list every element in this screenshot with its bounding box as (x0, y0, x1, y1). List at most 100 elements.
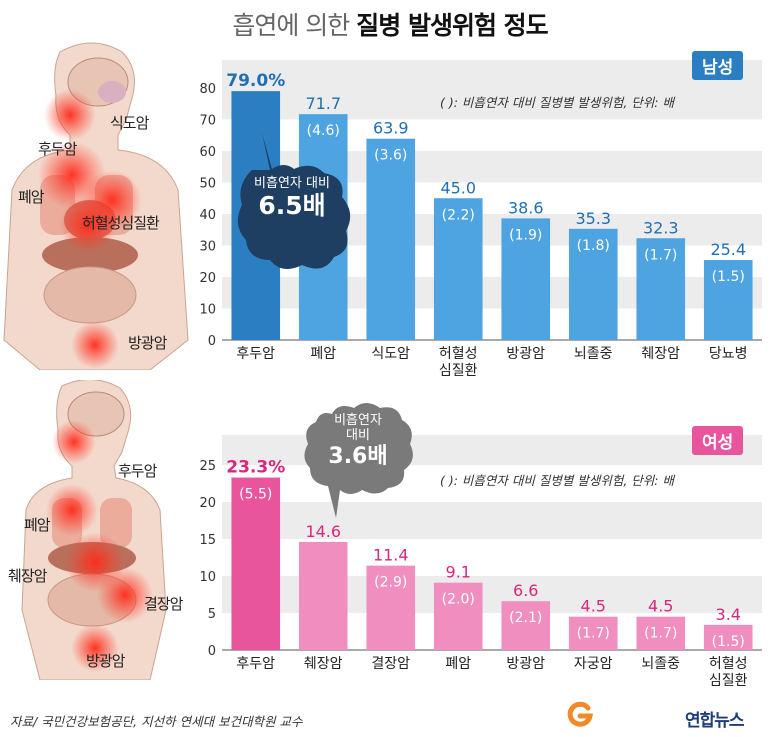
data-label: 25.4 (710, 240, 746, 259)
y-tick-label: 30 (199, 240, 216, 255)
female-unit-note: ( ): 비흡연자 대비 질병별 발생위험, 단위: 배 (440, 473, 674, 488)
female-bar-chart: 0 5 10 15 20 25 23.3% (5.5) 후두암 14.6 췌장암 11.4 (2.9) 결… (199, 435, 762, 689)
ratio-label: (1.8) (577, 238, 610, 254)
bar (231, 477, 281, 650)
male-unit-note: ( ): 비흡연자 대비 질병별 발생위험, 단위: 배 (440, 95, 674, 110)
category-label: 췌장암 (641, 346, 680, 362)
category-label: 방광암 (506, 656, 545, 672)
bar (703, 259, 753, 340)
illus-label-larynx: 후두암 (38, 140, 77, 158)
bar (703, 624, 753, 650)
ratio-label: (1.7) (644, 626, 677, 642)
data-label: 45.0 (440, 178, 476, 197)
category-label: 후두암 (236, 346, 275, 362)
category-label: 폐암 (445, 656, 471, 672)
ratio-label: (2.2) (442, 207, 475, 223)
male-callout-bubble: 비흡연자 대비 6.5배 (232, 125, 352, 285)
y-tick-label: 80 (199, 82, 216, 97)
data-label: 14.6 (305, 522, 341, 541)
data-label: 4.5 (581, 597, 606, 616)
bar (501, 601, 551, 650)
y-tick-label: 0 (208, 644, 216, 659)
female-anatomy-drawing (21, 379, 167, 681)
ratio-label: (2.0) (442, 592, 475, 608)
data-label: 35.3 (575, 209, 611, 228)
female-bubble-line2: 대비 (346, 427, 370, 443)
y-tick-label: 25 (199, 459, 216, 474)
g-logo-icon (567, 701, 594, 727)
y-tick-label: 10 (199, 303, 216, 318)
illus-label-esophagus: 식도암 (110, 114, 149, 132)
y-tick-label: 20 (199, 496, 216, 511)
illus-label-bladder: 방광암 (128, 334, 167, 352)
ratio-label: (2.9) (374, 575, 407, 591)
bar (636, 616, 686, 650)
illus-label-colon: 결장암 (144, 595, 183, 613)
bar (636, 238, 686, 340)
data-label: 63.9 (373, 119, 409, 138)
category-label: 췌장암 (304, 656, 343, 672)
grid-band (222, 502, 762, 539)
illus-label-bladder: 방광암 (86, 652, 125, 670)
data-label: 23.3% (226, 458, 285, 478)
category-label: 뇌졸중 (574, 346, 613, 362)
male-body-illustration: 식도암 후두암 폐암 허혈성심질환 방광암 (0, 40, 190, 371)
data-label: 9.1 (446, 563, 471, 582)
y-tick-label: 0 (208, 334, 216, 349)
bar (366, 138, 416, 340)
illus-label-larynx: 후두암 (118, 462, 157, 480)
y-tick-label: 60 (199, 145, 216, 160)
bar (568, 616, 618, 650)
category-label: 당뇨병 (709, 346, 748, 362)
y-tick-label: 40 (199, 208, 216, 223)
category-label: 허혈성 심질환 (709, 656, 748, 689)
category-label: 뇌졸중 (641, 656, 680, 672)
data-label: 3.4 (716, 605, 741, 624)
bar (433, 582, 483, 650)
female-chart: 0 5 10 15 20 25 23.3% (5.5) 후두암 14.6 췌장암 11.4 (2.9) 결… (190, 418, 775, 698)
illus-label-lung: 폐암 (24, 516, 51, 534)
female-gender-badge: 여성 (692, 426, 744, 455)
category-label: 자궁암 (574, 656, 613, 672)
female-callout-bubble: 비흡연자 대비 3.6배 (302, 400, 414, 530)
data-label: 79.0% (226, 71, 285, 91)
ratio-label: (4.6) (307, 123, 340, 139)
category-label: 허혈성 심질환 (439, 346, 478, 379)
yonhap-logo: 연합뉴스 (685, 711, 745, 731)
data-label: 11.4 (373, 546, 409, 565)
category-label: 폐암 (310, 346, 336, 362)
male-anatomy-drawing (3, 42, 189, 371)
female-bubble-line3: 3.6배 (328, 443, 388, 469)
y-tick-label: 70 (199, 114, 216, 129)
category-label: 식도암 (371, 346, 410, 362)
data-label: 38.6 (508, 198, 544, 217)
male-bubble-line2: 6.5배 (258, 190, 326, 220)
ratio-label: (5.5) (239, 487, 272, 503)
y-tick-label: 20 (199, 271, 216, 286)
ratio-label: (1.7) (644, 247, 677, 263)
female-bubble-line1: 비흡연자 (334, 413, 382, 428)
illus-label-heart: 허혈성심질환 (82, 214, 160, 232)
ratio-label: (1.9) (509, 227, 542, 243)
data-label: 6.6 (513, 581, 538, 600)
grid-band (222, 60, 762, 88)
y-tick-label: 10 (199, 570, 216, 585)
ratio-label: (2.1) (509, 610, 542, 626)
ratio-label: (1.5) (712, 634, 745, 650)
page-title: 흡연에 의한 질병 발생위험 정도 (232, 11, 548, 40)
bar (568, 228, 618, 340)
source-note: 자료/ 국민건강보험공단, 지선하 연세대 보건대학원 교수 (10, 714, 303, 729)
male-gender-badge: 남성 (692, 51, 744, 80)
male-bubble-line1: 비흡연자 대비 (254, 176, 330, 191)
y-tick-label: 15 (199, 533, 216, 548)
category-label: 방광암 (506, 346, 545, 362)
y-tick-label: 5 (208, 607, 216, 622)
bar (298, 541, 348, 650)
category-label: 결장암 (371, 656, 410, 672)
ratio-label: (1.7) (577, 626, 610, 642)
bar (501, 218, 551, 340)
data-label: 32.3 (643, 218, 679, 237)
ratio-label: (1.5) (712, 269, 745, 285)
ratio-label: (3.6) (374, 148, 407, 164)
y-tick-label: 50 (199, 177, 216, 192)
